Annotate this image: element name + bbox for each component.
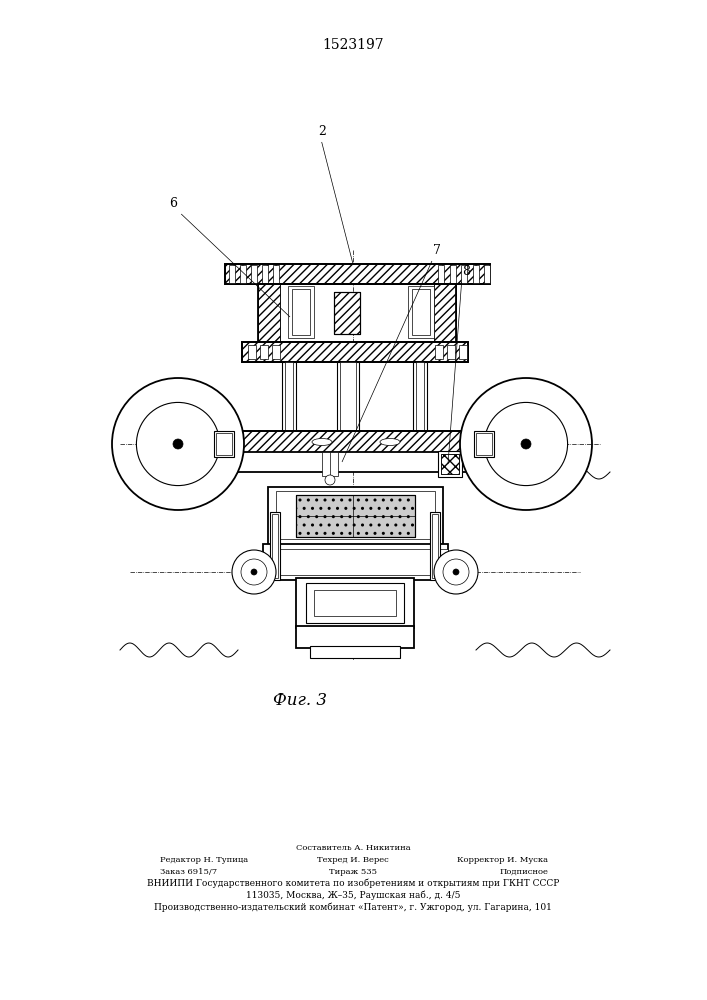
Circle shape	[325, 475, 335, 485]
Bar	[334, 292, 360, 334]
Bar	[251, 265, 257, 283]
Bar	[276, 491, 435, 539]
Text: 2: 2	[317, 125, 326, 138]
Bar	[273, 549, 448, 575]
Bar	[416, 362, 424, 433]
Bar	[413, 362, 427, 435]
Bar	[260, 345, 268, 359]
Bar	[273, 265, 279, 283]
Bar	[225, 264, 490, 284]
Bar	[337, 362, 359, 435]
Text: Техред И. Верес: Техред И. Верес	[317, 856, 389, 864]
Bar	[430, 512, 440, 580]
Circle shape	[434, 550, 478, 594]
Bar	[306, 583, 404, 623]
Text: 7: 7	[433, 244, 441, 257]
Bar	[441, 454, 459, 474]
Bar	[310, 646, 400, 658]
Bar	[229, 265, 235, 283]
Text: Редактор Н. Тупица: Редактор Н. Тупица	[160, 856, 248, 864]
Bar	[240, 265, 246, 283]
Bar	[288, 286, 314, 338]
Text: Фиг. 3: Фиг. 3	[273, 692, 327, 709]
Bar	[225, 264, 490, 284]
Bar	[268, 487, 443, 545]
Bar	[322, 452, 338, 476]
Bar	[314, 590, 396, 616]
Circle shape	[484, 402, 568, 486]
Bar	[232, 431, 480, 453]
Text: Составитель А. Никитина: Составитель А. Никитина	[296, 844, 410, 852]
Bar	[476, 433, 492, 455]
Bar	[434, 284, 456, 342]
Bar	[447, 345, 455, 359]
Text: Тираж 535: Тираж 535	[329, 868, 377, 876]
Circle shape	[112, 378, 244, 510]
Bar	[218, 435, 234, 449]
Bar	[296, 626, 414, 648]
Ellipse shape	[380, 438, 400, 446]
Circle shape	[521, 439, 531, 449]
Bar	[258, 284, 280, 342]
Text: Заказ 6915/7: Заказ 6915/7	[160, 868, 217, 876]
Bar	[272, 345, 280, 359]
Bar	[412, 289, 430, 335]
Bar	[270, 512, 280, 580]
Bar	[472, 265, 479, 283]
Bar	[248, 345, 256, 359]
Bar	[292, 289, 310, 335]
Bar	[461, 265, 467, 283]
Bar	[334, 292, 360, 334]
Bar	[484, 265, 490, 283]
Bar	[232, 452, 480, 472]
Bar	[242, 342, 468, 362]
Text: 6: 6	[169, 197, 177, 210]
Text: Корректор И. Муска: Корректор И. Муска	[457, 856, 548, 864]
Circle shape	[251, 569, 257, 575]
Text: 113035, Москва, Ж–35, Раушская наб., д. 4/5: 113035, Москва, Ж–35, Раушская наб., д. …	[246, 890, 460, 900]
Bar	[474, 431, 494, 457]
Bar	[438, 265, 444, 283]
Bar	[296, 495, 415, 537]
Bar	[282, 362, 296, 435]
Bar	[263, 544, 448, 580]
Bar	[296, 495, 415, 537]
Bar	[285, 362, 293, 433]
Circle shape	[241, 559, 267, 585]
Bar	[272, 514, 278, 578]
Text: ВНИИПИ Государственного комитета по изобретениям и открытиям при ГКНТ СССР: ВНИИПИ Государственного комитета по изоб…	[147, 879, 559, 888]
Bar	[441, 454, 459, 474]
Bar	[340, 362, 356, 433]
Bar	[450, 265, 455, 283]
Ellipse shape	[312, 438, 332, 446]
Bar	[434, 284, 456, 342]
Bar	[432, 514, 438, 578]
Circle shape	[136, 402, 220, 486]
Bar	[435, 345, 443, 359]
Bar	[232, 431, 480, 453]
Bar	[459, 345, 467, 359]
Circle shape	[443, 559, 469, 585]
Bar	[438, 451, 462, 477]
Bar	[408, 286, 434, 338]
Circle shape	[460, 378, 592, 510]
Text: 1523197: 1523197	[322, 38, 384, 52]
Bar	[216, 433, 232, 455]
Bar	[296, 578, 414, 628]
Bar	[478, 435, 494, 449]
Bar	[258, 284, 280, 342]
Bar	[262, 265, 268, 283]
Circle shape	[453, 569, 459, 575]
Bar	[258, 284, 456, 342]
Bar	[214, 431, 234, 457]
Text: 8: 8	[462, 265, 471, 278]
Bar	[242, 342, 468, 362]
Text: Производственно-издательский комбинат «Патент», г. Ужгород, ул. Гагарина, 101: Производственно-издательский комбинат «П…	[154, 902, 552, 912]
Text: Подписное: Подписное	[499, 868, 548, 876]
Circle shape	[232, 550, 276, 594]
Circle shape	[173, 439, 183, 449]
